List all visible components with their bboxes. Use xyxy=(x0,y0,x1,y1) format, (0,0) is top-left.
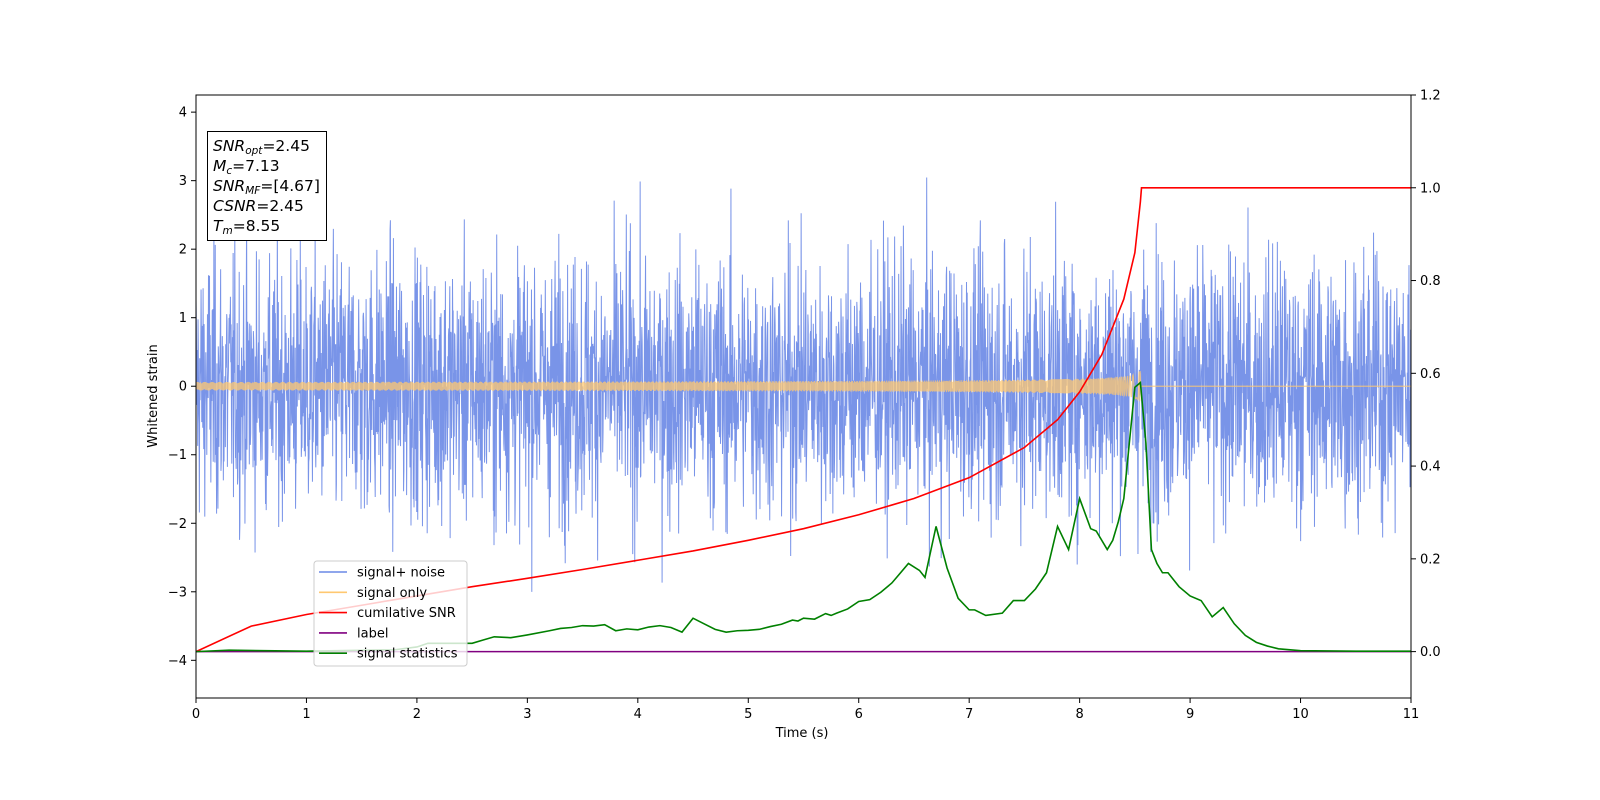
x-axis: 0 1 2 3 4 5 6 7 8 9 10 11 xyxy=(192,698,1419,722)
y2-tick-label: 0.4 xyxy=(1420,460,1441,475)
info-sub: c xyxy=(226,165,233,177)
y2-tick-label: 0.8 xyxy=(1420,274,1441,289)
y2-tick-label: 0.0 xyxy=(1420,645,1441,660)
info-line: CSNR=2.45 xyxy=(213,196,320,216)
y-axis-left: 4 3 2 1 0 −1 −2 −3 −4 xyxy=(168,106,196,669)
info-value: =7.13 xyxy=(232,157,280,175)
legend-label: label xyxy=(357,626,388,641)
y-tick-label: −3 xyxy=(168,585,187,600)
x-tick-label: 6 xyxy=(855,707,863,722)
legend-label: signal only xyxy=(357,586,427,601)
info-var: CSNR xyxy=(213,197,257,215)
info-line: Tm=8.55 xyxy=(213,216,320,236)
y-tick-label: −2 xyxy=(168,517,187,532)
info-sub: opt xyxy=(245,145,263,157)
info-var: SNR xyxy=(213,177,246,195)
x-tick-label: 9 xyxy=(1186,707,1194,722)
y-tick-label: 0 xyxy=(179,380,187,395)
x-tick-label: 4 xyxy=(634,707,642,722)
info-value: =[4.67] xyxy=(260,177,320,195)
info-value: =2.45 xyxy=(262,137,310,155)
legend: signal+ noise signal only cumilative SNR la… xyxy=(313,560,468,667)
x-axis-title: Time (s) xyxy=(775,726,829,741)
info-value: =8.55 xyxy=(232,217,281,235)
y-tick-label: −1 xyxy=(168,448,187,463)
x-tick-label: 2 xyxy=(413,707,421,722)
legend-box xyxy=(313,560,468,667)
info-value: =2.45 xyxy=(256,197,304,215)
y2-tick-label: 1.0 xyxy=(1420,181,1441,196)
y-tick-label: 4 xyxy=(179,106,187,121)
info-line: SNRMF=[4.67] xyxy=(213,176,320,196)
y2-tick-label: 0.6 xyxy=(1420,367,1441,382)
y-tick-label: 2 xyxy=(179,243,187,258)
x-tick-label: 8 xyxy=(1075,707,1083,722)
x-tick-label: 3 xyxy=(523,707,531,722)
y-tick-label: 3 xyxy=(179,174,187,189)
x-tick-label: 5 xyxy=(744,707,752,722)
info-var: M xyxy=(213,157,227,175)
y2-tick-label: 0.2 xyxy=(1420,552,1441,567)
series-signal-noise xyxy=(196,177,1411,592)
y-axis-right: 1.2 1.0 0.8 0.6 0.4 0.2 0.0 xyxy=(1411,89,1441,660)
info-sub: m xyxy=(222,225,233,237)
y2-tick-label: 1.2 xyxy=(1420,89,1441,104)
plot-frame xyxy=(195,94,1412,699)
legend-label: signal+ noise xyxy=(357,566,445,581)
series-signal-statistics xyxy=(196,380,1411,653)
y-axis-title: Whitened strain xyxy=(146,344,161,447)
x-tick-label: 0 xyxy=(192,707,200,722)
series-signal-only xyxy=(196,371,1411,402)
legend-label: cumilative SNR xyxy=(357,606,456,621)
info-line: Mc=7.13 xyxy=(213,156,320,176)
y-tick-label: −4 xyxy=(168,654,187,669)
y-tick-label: 1 xyxy=(179,311,187,326)
info-line: SNRopt=2.45 xyxy=(213,136,320,156)
x-tick-label: 11 xyxy=(1403,707,1420,722)
x-tick-label: 1 xyxy=(302,707,310,722)
info-var: T xyxy=(213,217,223,235)
info-var: SNR xyxy=(213,137,246,155)
x-tick-label: 7 xyxy=(965,707,973,722)
x-tick-label: 10 xyxy=(1292,707,1309,722)
legend-label: signal statistics xyxy=(357,647,458,662)
info-sub: MF xyxy=(245,185,261,197)
info-box: SNRopt=2.45 Mc=7.13 SNRMF=[4.67] CSNR=2.45 T… xyxy=(207,131,327,241)
